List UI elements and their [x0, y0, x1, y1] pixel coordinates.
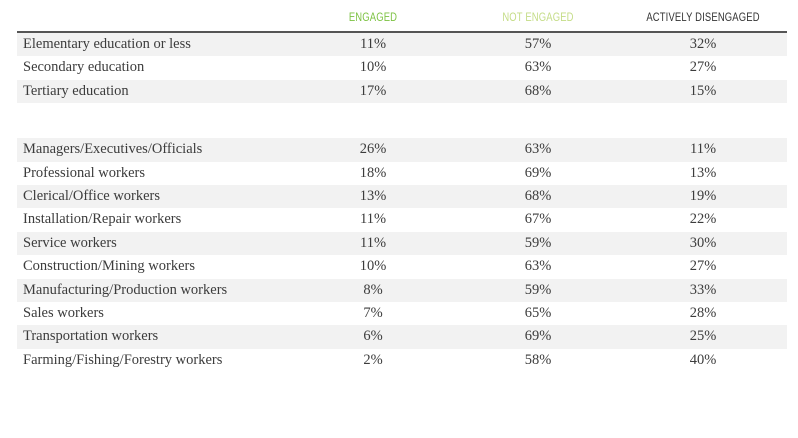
table-row: Construction/Mining workers 10% 63% 27% — [17, 255, 787, 278]
actively-disengaged-value: 19% — [689, 187, 717, 204]
not-engaged-value: 68% — [524, 82, 552, 99]
group-divider-space — [17, 103, 787, 138]
engaged-value: 6% — [363, 328, 383, 345]
row-label: Installation/Repair workers — [23, 211, 182, 228]
row-label: Tertiary education — [23, 82, 129, 99]
actively-disengaged-value: 22% — [689, 211, 717, 228]
engaged-value: 10% — [359, 258, 387, 275]
occupation-group: Managers/Executives/Officials 26% 63% 11… — [17, 138, 787, 372]
engaged-value: 7% — [363, 304, 383, 321]
engaged-value: 11% — [359, 211, 387, 228]
education-group: Elementary education or less 11% 57% 32%… — [17, 33, 787, 104]
row-label: Managers/Executives/Officials — [23, 141, 203, 158]
not-engaged-value: 69% — [524, 328, 552, 345]
row-label: Secondary education — [23, 59, 145, 76]
engaged-value: 18% — [359, 164, 387, 181]
row-label: Manufacturing/Production workers — [23, 281, 228, 298]
engaged-value: 11% — [359, 36, 387, 52]
actively-disengaged-value: 40% — [689, 351, 717, 368]
table-row: Clerical/Office workers 13% 68% 19% — [17, 184, 787, 209]
row-label: Construction/Mining workers — [23, 258, 195, 275]
actively-disengaged-value: 32% — [689, 36, 717, 52]
engaged-value: 17% — [359, 82, 387, 99]
column-header-engaged: ENGAGED — [348, 12, 398, 24]
not-engaged-value: 69% — [524, 164, 552, 181]
not-engaged-value: 63% — [524, 141, 552, 158]
actively-disengaged-value: 30% — [689, 234, 717, 251]
table-row: Tertiary education 17% 68% 15% — [17, 79, 787, 104]
table-row: Managers/Executives/Officials 26% 63% 11… — [17, 138, 787, 162]
actively-disengaged-value: 33% — [689, 281, 717, 298]
row-label: Elementary education or less — [23, 36, 191, 52]
not-engaged-value: 63% — [524, 258, 552, 275]
column-header-actively-disengaged: ACTIVELY DISENGAGED — [646, 12, 760, 24]
table-row: Transportation workers 6% 69% 25% — [17, 325, 787, 349]
engaged-value: 8% — [363, 281, 383, 298]
not-engaged-value: 65% — [524, 304, 552, 321]
table-row: Farming/Fishing/Forestry workers 2% 58% … — [17, 349, 787, 372]
not-engaged-value: 68% — [524, 187, 552, 204]
row-label: Transportation workers — [23, 328, 159, 345]
not-engaged-value: 57% — [524, 36, 552, 52]
row-label: Sales workers — [23, 304, 104, 321]
engaged-value: 11% — [359, 234, 387, 251]
table-row: Service workers 11% 59% 30% — [17, 231, 787, 256]
column-header-not-engaged: NOT ENGAGED — [502, 12, 574, 24]
engaged-value: 26% — [359, 141, 387, 158]
table-row: Elementary education or less 11% 57% 32% — [17, 33, 787, 57]
actively-disengaged-value: 13% — [689, 164, 717, 181]
table-row: Professional workers 18% 69% 13% — [17, 162, 787, 185]
not-engaged-value: 59% — [524, 234, 552, 251]
actively-disengaged-value: 25% — [689, 328, 717, 345]
actively-disengaged-value: 15% — [689, 82, 717, 99]
actively-disengaged-value: 11% — [689, 141, 717, 158]
engagement-table: ENGAGED NOT ENGAGED ACTIVELY DISENGAGED … — [17, 0, 787, 372]
table-row: Sales workers 7% 65% 28% — [17, 302, 787, 325]
not-engaged-value: 59% — [524, 281, 552, 298]
table-header: ENGAGED NOT ENGAGED ACTIVELY DISENGAGED — [17, 0, 787, 33]
row-label: Farming/Fishing/Forestry workers — [23, 351, 223, 368]
engaged-value: 10% — [359, 59, 387, 76]
not-engaged-value: 67% — [524, 211, 552, 228]
not-engaged-value: 63% — [524, 59, 552, 76]
engaged-value: 13% — [359, 187, 387, 204]
engaged-value: 2% — [363, 351, 383, 368]
row-label: Service workers — [23, 234, 117, 251]
not-engaged-value: 58% — [524, 351, 552, 368]
table-row: Installation/Repair workers 11% 67% 22% — [17, 208, 787, 231]
table-row: Manufacturing/Production workers 8% 59% … — [17, 278, 787, 302]
actively-disengaged-value: 28% — [689, 304, 717, 321]
row-label: Clerical/Office workers — [23, 187, 161, 204]
table-row: Secondary education 10% 63% 27% — [17, 56, 787, 79]
row-label: Professional workers — [23, 164, 146, 181]
actively-disengaged-value: 27% — [689, 59, 717, 76]
actively-disengaged-value: 27% — [689, 258, 717, 275]
